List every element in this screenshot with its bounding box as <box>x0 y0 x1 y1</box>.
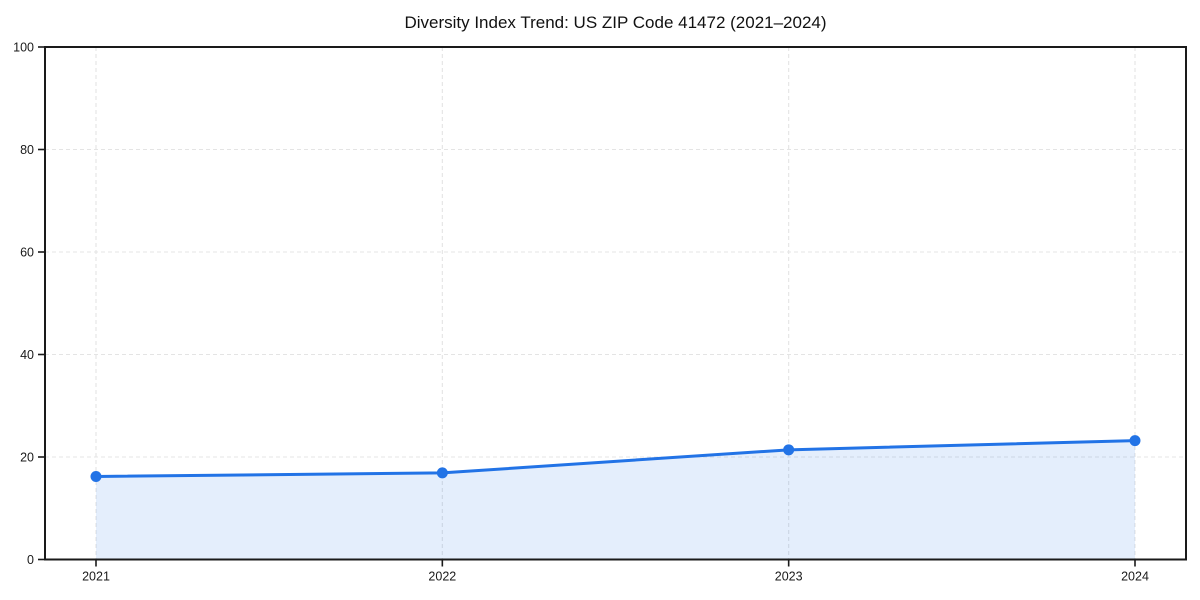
chart-title: Diversity Index Trend: US ZIP Code 41472… <box>404 13 827 32</box>
trend-line <box>94 439 1137 478</box>
y-tick-label: 40 <box>20 348 34 362</box>
data-point-2024 <box>1129 435 1141 447</box>
data-point-2023 <box>783 444 795 456</box>
y-tick-label: 0 <box>27 553 34 567</box>
data-point-2022 <box>436 467 448 479</box>
area-fill <box>96 440 1135 560</box>
x-tick-label: 2024 <box>1121 570 1149 584</box>
data-point-2021 <box>90 470 102 482</box>
x-tick-label: 2021 <box>82 570 110 584</box>
x-tick-label: 2023 <box>775 570 803 584</box>
y-tick-label: 100 <box>13 41 34 55</box>
plot-frame <box>44 46 1187 561</box>
y-tick-label: 60 <box>20 246 34 260</box>
y-tick-label: 80 <box>20 143 34 157</box>
x-tick-label: 2022 <box>428 570 456 584</box>
y-tick-label: 20 <box>20 451 34 465</box>
